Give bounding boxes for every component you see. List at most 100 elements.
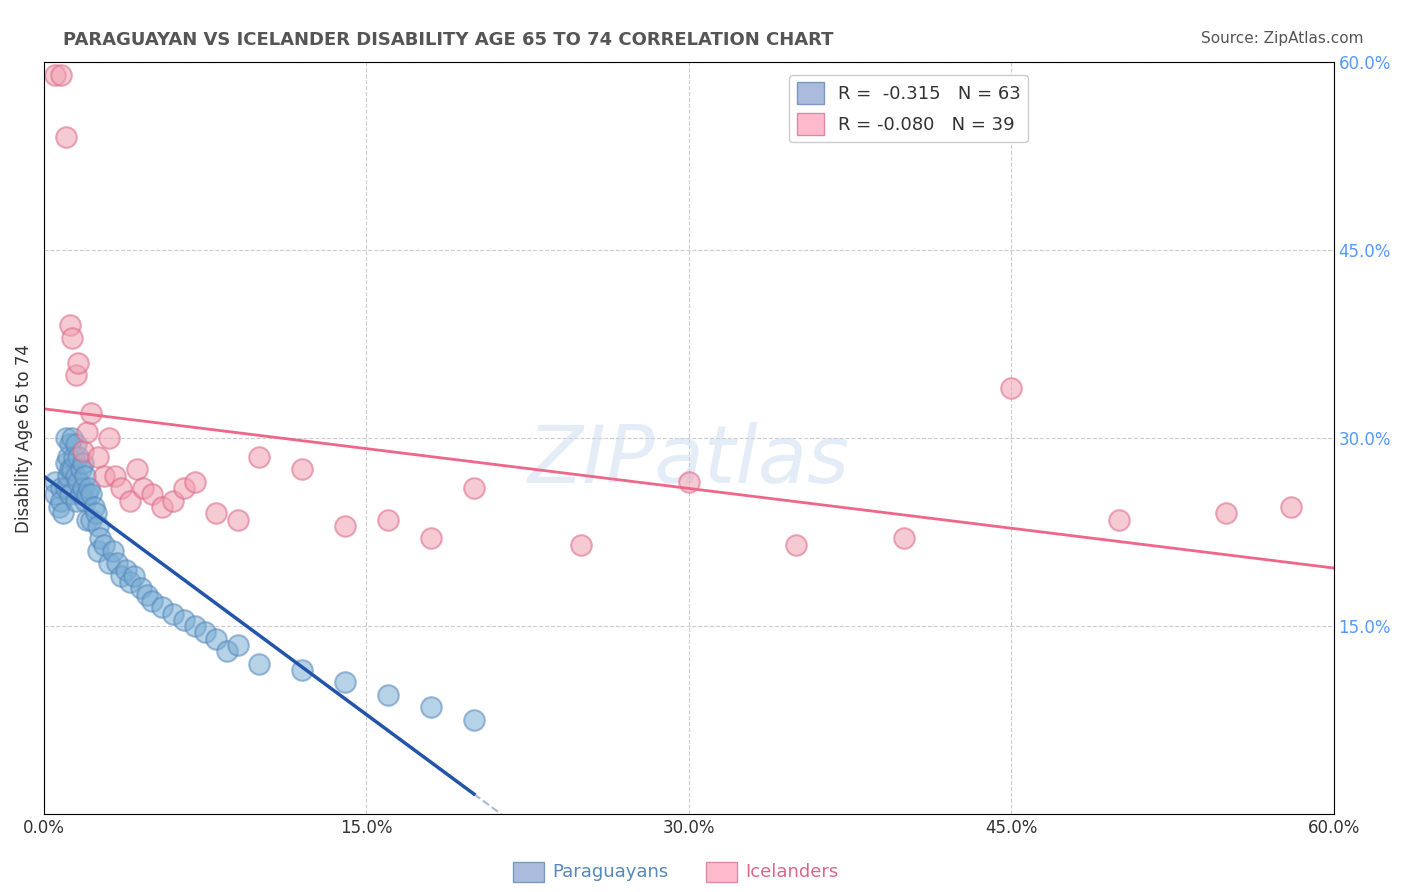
Point — [65, 368, 87, 383]
Point — [73, 493, 96, 508]
Point — [77, 481, 100, 495]
Text: Icelanders: Icelanders — [745, 863, 838, 881]
Point — [51, 68, 73, 82]
Point — [101, 544, 124, 558]
Point — [215, 644, 238, 658]
Point — [1279, 500, 1302, 514]
Point — [69, 487, 91, 501]
Point — [80, 512, 103, 526]
Point — [72, 443, 94, 458]
Point — [377, 688, 399, 702]
Point — [84, 506, 107, 520]
Point — [205, 632, 228, 646]
Point — [291, 462, 314, 476]
Point — [80, 406, 103, 420]
Point — [52, 506, 75, 520]
Point — [76, 487, 98, 501]
Point — [247, 450, 270, 464]
Point — [141, 594, 163, 608]
Point — [65, 493, 87, 508]
Point — [173, 481, 195, 495]
Point — [110, 569, 132, 583]
Point — [194, 625, 217, 640]
Point — [1000, 381, 1022, 395]
Text: Source: ZipAtlas.com: Source: ZipAtlas.com — [1201, 31, 1364, 46]
Point — [1108, 512, 1130, 526]
Point — [55, 481, 77, 495]
Text: PARAGUAYAN VS ICELANDER DISABILITY AGE 65 TO 74 CORRELATION CHART: PARAGUAYAN VS ICELANDER DISABILITY AGE 6… — [63, 31, 834, 49]
Point — [65, 468, 87, 483]
Point — [377, 512, 399, 526]
Point — [205, 506, 228, 520]
Point — [56, 468, 79, 483]
Point — [420, 700, 443, 714]
Point — [183, 475, 205, 489]
Point — [247, 657, 270, 671]
Point — [893, 531, 915, 545]
Point — [150, 500, 173, 514]
Point — [55, 130, 77, 145]
Point — [60, 331, 83, 345]
Point — [120, 575, 142, 590]
Point — [67, 450, 90, 464]
Point — [678, 475, 700, 489]
Point — [333, 518, 356, 533]
Point — [55, 456, 77, 470]
Point — [120, 493, 142, 508]
Point — [333, 675, 356, 690]
Point — [60, 431, 83, 445]
Point — [463, 481, 485, 495]
Legend: R =  -0.315   N = 63, R = -0.080   N = 39: R = -0.315 N = 63, R = -0.080 N = 39 — [789, 75, 1028, 143]
Point — [51, 493, 73, 508]
FancyBboxPatch shape — [513, 862, 544, 882]
Point — [63, 450, 86, 464]
Point — [785, 538, 807, 552]
Point — [463, 713, 485, 727]
Point — [97, 431, 120, 445]
Point — [110, 481, 132, 495]
Point — [226, 638, 249, 652]
Point — [80, 487, 103, 501]
Point — [69, 462, 91, 476]
Point — [226, 512, 249, 526]
Point — [291, 663, 314, 677]
Point — [67, 475, 90, 489]
Point — [44, 68, 66, 82]
Point — [136, 588, 159, 602]
Point — [44, 487, 66, 501]
Point — [73, 468, 96, 483]
Point — [162, 607, 184, 621]
Point — [59, 487, 82, 501]
Point — [141, 487, 163, 501]
Point — [162, 493, 184, 508]
Point — [51, 481, 73, 495]
Point — [76, 512, 98, 526]
Point — [44, 475, 66, 489]
Point — [420, 531, 443, 545]
Point — [55, 431, 77, 445]
Point — [65, 437, 87, 451]
Point — [72, 456, 94, 470]
Point — [87, 450, 110, 464]
Point — [67, 356, 90, 370]
Point — [105, 557, 128, 571]
Point — [114, 563, 136, 577]
Point — [72, 481, 94, 495]
Point — [89, 531, 111, 545]
Point — [76, 425, 98, 439]
Point — [59, 462, 82, 476]
Point — [132, 481, 155, 495]
Text: Paraguayans: Paraguayans — [553, 863, 669, 881]
Point — [129, 582, 152, 596]
Point — [124, 569, 146, 583]
Point — [48, 500, 70, 514]
Point — [1215, 506, 1237, 520]
Point — [87, 544, 110, 558]
Point — [87, 518, 110, 533]
Text: ZIPatlas: ZIPatlas — [527, 422, 851, 500]
Point — [97, 557, 120, 571]
Point — [93, 468, 115, 483]
Point — [183, 619, 205, 633]
Point — [104, 468, 127, 483]
Point — [83, 500, 105, 514]
